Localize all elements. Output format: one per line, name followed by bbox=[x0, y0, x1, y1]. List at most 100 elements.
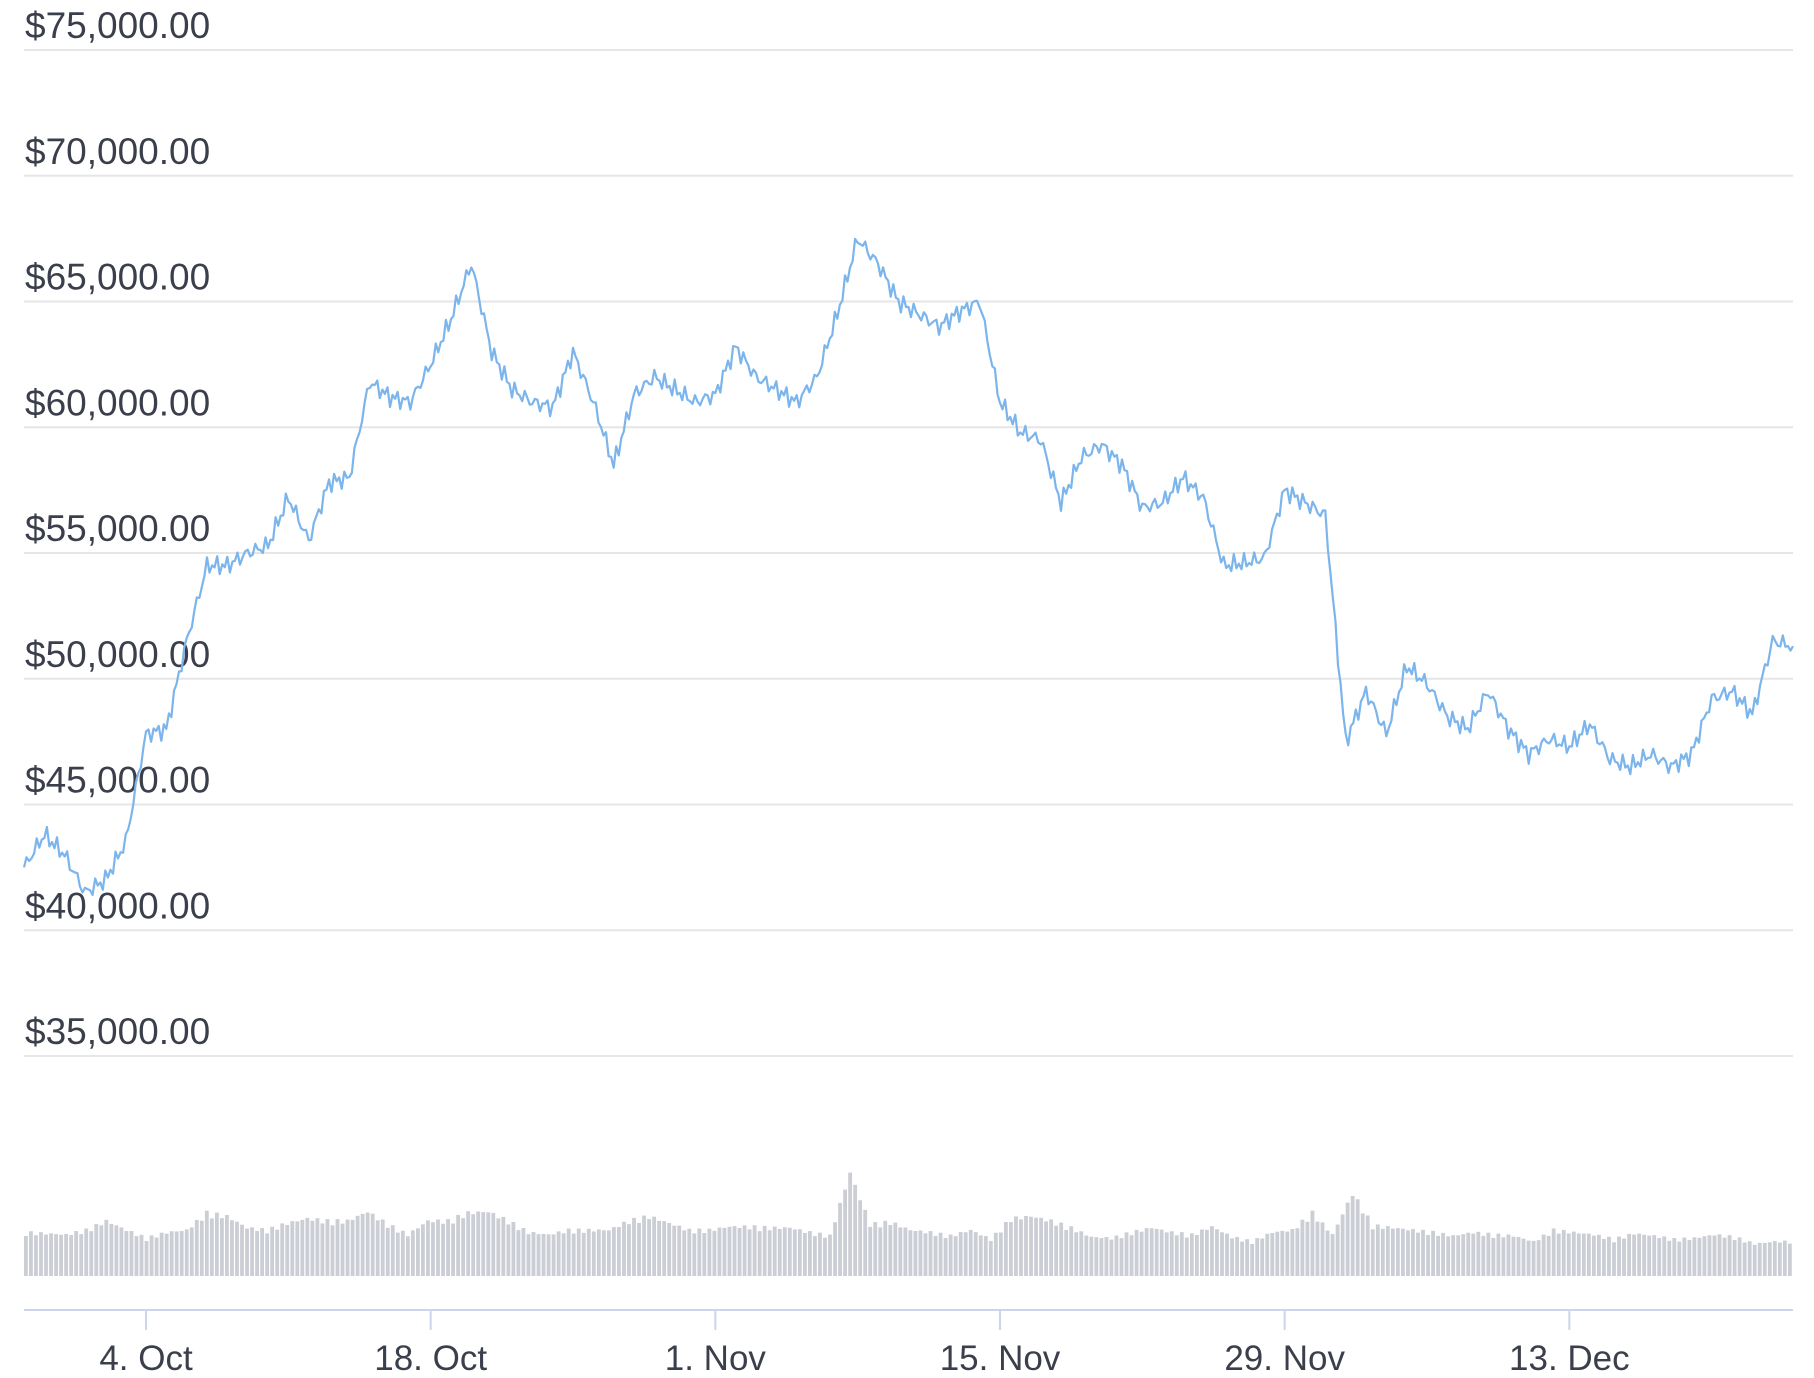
volume-bar bbox=[1250, 1243, 1255, 1276]
volume-bar bbox=[637, 1222, 641, 1276]
volume-bar bbox=[129, 1231, 134, 1276]
volume-bar bbox=[682, 1230, 687, 1276]
volume-bar bbox=[531, 1232, 536, 1276]
volume-bar bbox=[1174, 1235, 1179, 1276]
volume-bar bbox=[953, 1236, 958, 1276]
volume-bar bbox=[647, 1219, 651, 1276]
volume-bar bbox=[1546, 1235, 1551, 1276]
volume-bar bbox=[1717, 1234, 1722, 1276]
y-tick-label: $65,000.00 bbox=[25, 257, 210, 298]
volume-bar bbox=[878, 1227, 883, 1276]
volume-bar bbox=[792, 1229, 797, 1276]
volume-bar bbox=[918, 1230, 923, 1276]
volume-bar bbox=[405, 1236, 410, 1276]
volume-bar bbox=[777, 1228, 782, 1276]
volume-bar bbox=[687, 1228, 692, 1276]
volume-bar bbox=[1365, 1215, 1370, 1276]
volume-bar bbox=[164, 1233, 169, 1276]
volume-bar bbox=[1109, 1239, 1114, 1276]
volume-bar bbox=[1456, 1235, 1461, 1276]
volume-bar bbox=[1305, 1221, 1310, 1276]
volume-bar bbox=[1411, 1229, 1415, 1276]
volume-bar bbox=[813, 1236, 817, 1276]
volume-bar bbox=[154, 1237, 159, 1276]
volume-bar bbox=[1551, 1228, 1556, 1276]
volume-bar bbox=[1757, 1242, 1762, 1276]
volume-bar bbox=[596, 1229, 601, 1276]
volume-bar bbox=[1205, 1229, 1209, 1276]
volume-bar bbox=[1265, 1233, 1270, 1276]
volume-bar bbox=[823, 1237, 827, 1276]
volume-bar bbox=[476, 1211, 481, 1276]
volume-bar bbox=[1461, 1234, 1466, 1276]
volume-bar bbox=[1667, 1240, 1672, 1276]
volume-bar bbox=[963, 1232, 968, 1276]
volume-bar bbox=[24, 1235, 28, 1276]
volume-bar bbox=[375, 1220, 380, 1276]
volume-bar bbox=[667, 1223, 672, 1276]
volume-bar bbox=[1149, 1228, 1154, 1276]
volume-bar bbox=[169, 1231, 174, 1276]
volume-bar bbox=[1607, 1236, 1611, 1276]
volume-bar bbox=[883, 1220, 888, 1276]
volume-bar bbox=[782, 1227, 787, 1276]
x-tick-label: 18. Oct bbox=[374, 1339, 487, 1378]
volume-bar bbox=[1099, 1238, 1104, 1276]
volume-bar bbox=[913, 1231, 918, 1276]
volume-bar bbox=[1079, 1231, 1084, 1276]
volume-bar bbox=[1647, 1235, 1652, 1276]
volume-bar bbox=[1541, 1234, 1546, 1276]
volume-bar bbox=[245, 1228, 249, 1276]
volume-bar bbox=[627, 1224, 631, 1276]
x-axis: 4. Oct 18. Oct 1. Nov 15. Nov 29. Nov 13. Dec bbox=[24, 1309, 1793, 1378]
y-tick-label: $55,000.00 bbox=[25, 508, 210, 549]
volume-bar bbox=[139, 1234, 144, 1276]
volume-bar bbox=[536, 1234, 541, 1276]
volume-bar bbox=[1682, 1237, 1687, 1276]
volume-bar bbox=[390, 1225, 395, 1276]
volume-bar bbox=[225, 1214, 229, 1276]
volume-bar bbox=[1064, 1229, 1069, 1276]
volume-bar bbox=[1516, 1236, 1521, 1276]
volume-bar bbox=[1189, 1233, 1194, 1276]
volume-bar bbox=[385, 1227, 390, 1276]
volume-bar bbox=[1255, 1238, 1260, 1276]
volume-bar bbox=[1345, 1202, 1350, 1276]
volume-bar bbox=[159, 1232, 164, 1276]
volume-bar bbox=[300, 1219, 305, 1276]
volume-bar bbox=[395, 1232, 400, 1276]
volume-bar bbox=[958, 1232, 963, 1276]
volume-bar bbox=[1421, 1229, 1425, 1276]
volume-bar bbox=[858, 1200, 863, 1276]
volume-bar bbox=[1747, 1241, 1752, 1276]
volume-bar bbox=[1159, 1229, 1164, 1276]
volume-bar bbox=[1220, 1232, 1224, 1276]
volume-bar bbox=[1370, 1229, 1375, 1276]
volume-bar bbox=[1350, 1196, 1355, 1276]
volume-bar bbox=[1436, 1235, 1441, 1276]
volume-bar bbox=[451, 1223, 455, 1276]
volume-bar bbox=[29, 1231, 33, 1276]
volume-bar bbox=[365, 1212, 370, 1276]
volume-bar bbox=[1602, 1238, 1606, 1276]
volume-bar bbox=[491, 1212, 496, 1276]
volume-bar bbox=[1657, 1238, 1662, 1276]
volume-bar bbox=[84, 1228, 89, 1276]
volume-bar bbox=[360, 1213, 365, 1276]
x-tick-label: 13. Dec bbox=[1509, 1339, 1630, 1378]
volume-bar bbox=[290, 1221, 295, 1276]
volume-bar bbox=[1501, 1237, 1506, 1276]
volume-bar bbox=[134, 1236, 139, 1276]
volume-bar bbox=[1697, 1237, 1702, 1276]
volume-bar bbox=[1270, 1232, 1275, 1276]
volume-bar bbox=[74, 1231, 79, 1276]
volume-bar bbox=[1315, 1221, 1320, 1276]
volume-bar bbox=[998, 1232, 1003, 1276]
volume-bar bbox=[441, 1223, 445, 1276]
volume-bar bbox=[1179, 1232, 1184, 1276]
volume-bar bbox=[757, 1231, 762, 1276]
volume-bar bbox=[1089, 1236, 1094, 1276]
volume-bar bbox=[235, 1221, 239, 1276]
volume-bar bbox=[496, 1218, 501, 1276]
volume-bars bbox=[24, 1172, 1792, 1276]
